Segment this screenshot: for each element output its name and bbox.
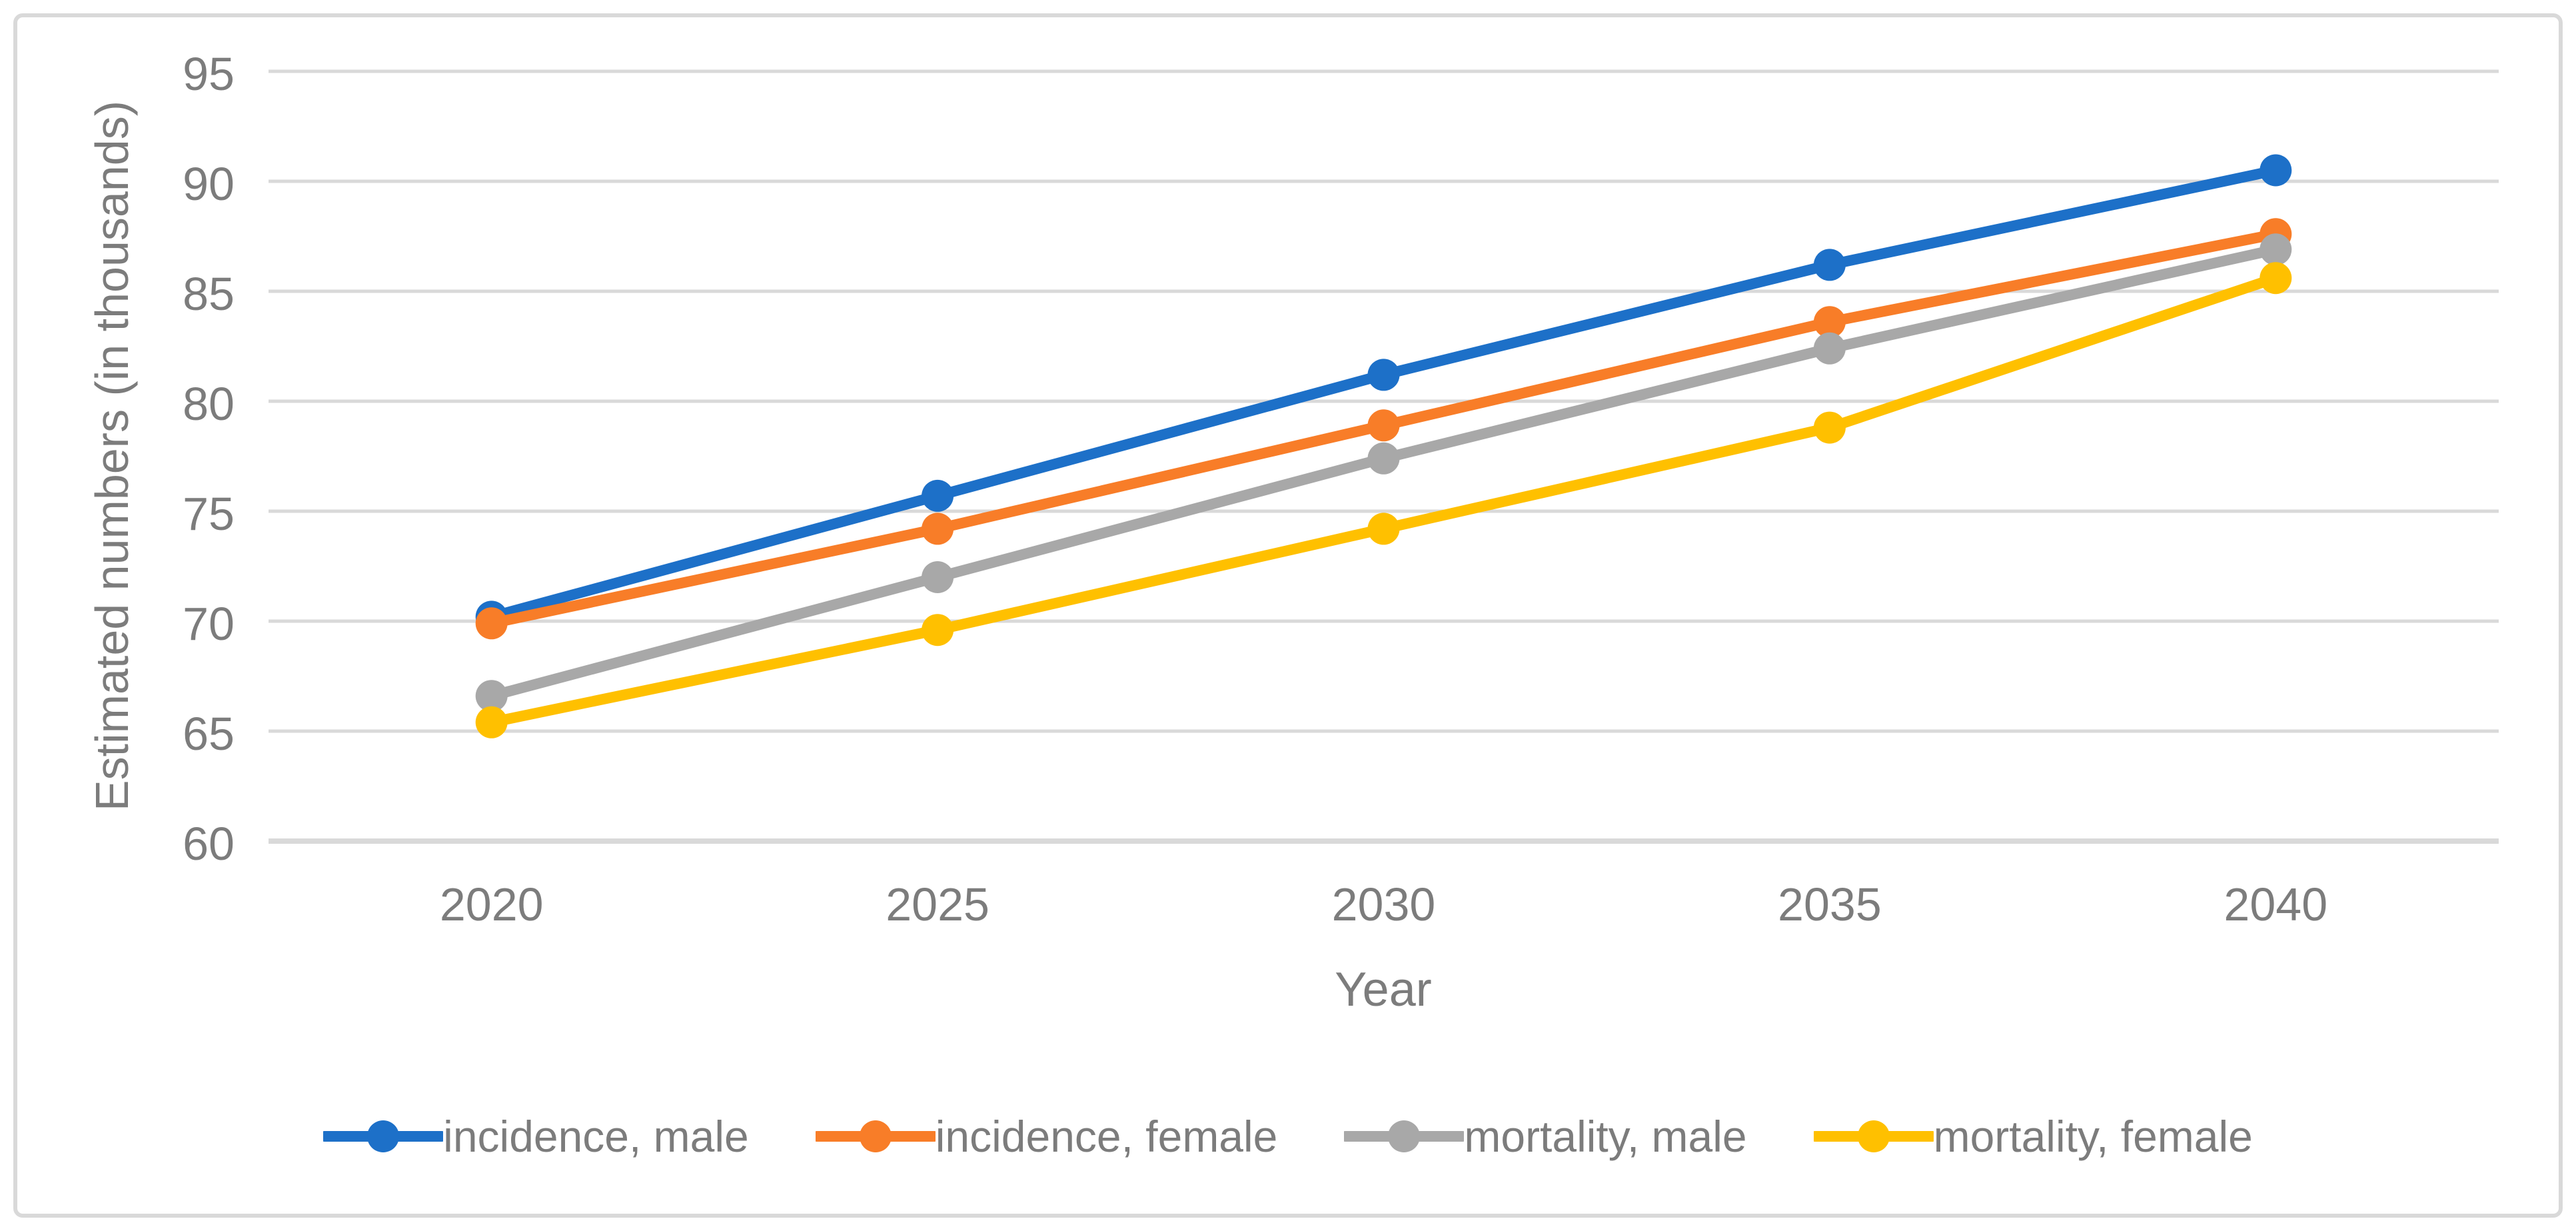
y-tick-label: 80 — [183, 378, 235, 430]
y-tick-label: 95 — [183, 48, 235, 100]
x-tick-label: 2035 — [1778, 878, 1882, 930]
legend-item-incidence-female: incidence, female — [815, 1111, 1278, 1162]
legend-label: incidence, female — [935, 1112, 1278, 1161]
line-marker-icon — [323, 1120, 444, 1152]
data-point-marker — [1813, 332, 1846, 365]
data-point-marker — [2259, 262, 2292, 295]
x-tick-label: 2030 — [1332, 878, 1436, 930]
y-tick-label: 65 — [183, 708, 235, 760]
series-line-3 — [486, 273, 2281, 728]
data-point-marker — [922, 614, 954, 646]
gridlines-group — [269, 69, 2499, 844]
x-axis-title: Year — [1335, 963, 1431, 1016]
legend-item-mortality-female: mortality, female — [1813, 1111, 2253, 1162]
series-line-0 — [486, 165, 2281, 622]
data-point-marker — [475, 706, 508, 738]
legend-label: mortality, female — [1933, 1112, 2253, 1161]
y-axis-title: Estimated numbers (in thousands) — [86, 100, 138, 812]
y-tick-label: 70 — [183, 598, 235, 650]
y-axis-tick-labels: 60 65 70 75 80 85 90 95 — [183, 48, 235, 870]
y-tick-label: 75 — [183, 488, 235, 540]
line-marker-icon — [1813, 1120, 1934, 1152]
y-tick-label: 90 — [183, 158, 235, 210]
chart-legend: incidence, male incidence, female mortal… — [0, 1096, 2576, 1176]
data-point-marker — [475, 607, 508, 640]
data-point-marker — [475, 680, 508, 712]
data-point-marker — [1813, 249, 1846, 281]
legend-item-mortality-male: mortality, male — [1344, 1111, 1747, 1162]
data-point-marker — [1367, 359, 1400, 391]
data-point-marker — [922, 513, 954, 545]
data-point-marker — [1367, 409, 1400, 442]
data-point-marker — [1813, 306, 1846, 339]
data-point-marker — [1367, 442, 1400, 475]
data-point-marker — [1367, 513, 1400, 545]
x-tick-label: 2025 — [886, 878, 989, 930]
legend-label: incidence, male — [443, 1112, 749, 1161]
series-group — [475, 154, 2292, 738]
x-tick-label: 2040 — [2224, 878, 2327, 930]
x-tick-label: 2020 — [440, 878, 544, 930]
legend-label: mortality, male — [1464, 1112, 1747, 1161]
y-tick-label: 85 — [183, 268, 235, 320]
data-point-marker — [2259, 154, 2292, 187]
legend-item-incidence-male: incidence, male — [323, 1111, 749, 1162]
line-marker-icon — [1344, 1120, 1465, 1152]
x-axis-tick-labels: 2020 2025 2030 2035 2040 — [440, 878, 2327, 930]
data-point-marker — [922, 561, 954, 593]
line-marker-icon — [815, 1120, 936, 1152]
data-point-marker — [2259, 233, 2292, 266]
data-point-marker — [1813, 411, 1846, 444]
y-tick-label: 60 — [183, 818, 235, 870]
data-point-marker — [922, 479, 954, 512]
